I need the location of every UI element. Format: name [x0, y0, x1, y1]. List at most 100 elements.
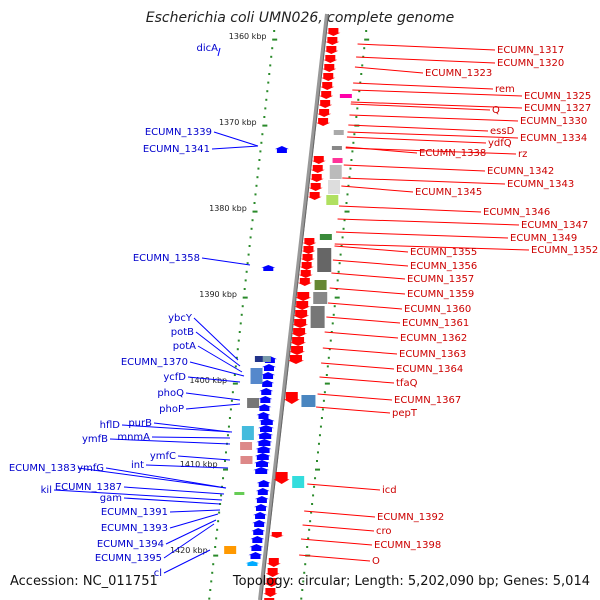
leader-line-plus: [329, 287, 406, 295]
tick-mark: [364, 38, 370, 41]
gene-label-plus: icd: [382, 485, 397, 496]
plus-strand-gene: [294, 301, 311, 310]
minus-strand-gene: [274, 146, 289, 153]
tick-mark: [308, 528, 311, 531]
gene-label-minus: dicA: [197, 43, 219, 54]
plus-strand-gene: [298, 270, 313, 278]
tick-mark: [217, 520, 220, 523]
tick-mark: [333, 305, 336, 308]
tick-mark: [246, 262, 249, 265]
tick-mark: [253, 202, 256, 204]
kbp-label: 1390 kbp: [199, 290, 237, 299]
plus-strand-gene: [307, 192, 322, 200]
tick-mark: [272, 38, 278, 41]
kbp-label: 1380 kbp: [209, 204, 247, 213]
gene-label-plus: ECUMN_1361: [402, 318, 469, 329]
leader-line-minus: [187, 376, 241, 383]
tick-mark: [208, 597, 211, 600]
leader-line-minus: [169, 513, 219, 529]
minus-strand-gene: [257, 432, 274, 439]
leader-line-minus: [53, 489, 223, 501]
gene-label-minus: phoQ: [157, 388, 184, 399]
tick-mark: [300, 597, 303, 600]
leader-line-minus: [145, 464, 229, 469]
plus-strand-block: [326, 195, 339, 205]
tick-mark: [352, 141, 355, 144]
gene-label-plus: pepT: [392, 408, 418, 419]
tick-mark: [304, 563, 307, 566]
tick-mark: [231, 391, 234, 394]
leader-line-plus: [339, 205, 482, 213]
tick-mark: [210, 580, 213, 583]
gene-label-minus: ECUMN_1393: [101, 523, 168, 534]
gene-label-plus: ECUMN_1330: [520, 116, 587, 127]
gene-label-minus: kil: [41, 485, 52, 496]
plus-strand-block: [332, 158, 343, 163]
minus-strand-block: [234, 492, 245, 495]
gene-label-plus: ECUMN_1342: [487, 166, 554, 177]
tick-mark: [318, 434, 321, 437]
tick-mark: [344, 210, 350, 213]
gene-label-minus: mnmA: [117, 432, 150, 443]
tick-mark: [314, 477, 317, 480]
leader-line-plus: [343, 164, 486, 172]
plus-strand-block: [314, 280, 327, 290]
minus-strand-gene: [256, 439, 273, 446]
plus-strand-gene: [319, 91, 334, 99]
plus-strand-block: [328, 180, 341, 194]
plus-strand-gene: [321, 73, 336, 81]
gene-label-plus: O: [372, 556, 380, 567]
leader-line-plus: [326, 316, 401, 324]
tick-mark: [250, 227, 253, 230]
gene-label-minus: purB: [128, 418, 152, 429]
plus-strand-gene: [318, 100, 333, 108]
tick-mark: [261, 133, 264, 136]
gene-label-minus: ECUMN_1391: [101, 507, 168, 518]
tick-mark: [228, 417, 231, 419]
gene-label-minus: ECUMN_1394: [97, 539, 164, 550]
tick-mark: [213, 554, 219, 557]
tick-mark: [241, 305, 244, 308]
tick-mark: [266, 90, 269, 93]
gene-label-plus: ECUMN_1392: [377, 512, 444, 523]
tick-mark: [324, 382, 330, 385]
tick-mark: [347, 184, 350, 187]
plus-strand-block: [301, 395, 316, 407]
plus-strand-gene: [308, 183, 323, 191]
tick-mark: [260, 141, 263, 144]
leader-line-plus: [332, 259, 409, 267]
tick-mark: [350, 159, 353, 161]
leader-line-minus: [211, 145, 259, 150]
gene-label-minus: potA: [173, 341, 196, 352]
plus-strand-gene: [325, 37, 340, 45]
leader-line-minus: [165, 519, 217, 545]
tick-mark: [351, 150, 354, 153]
gene-label-plus: ECUMN_1398: [374, 540, 441, 551]
minus-strand-block: [247, 398, 260, 408]
tick-mark: [329, 339, 332, 342]
leader-line-plus: [337, 218, 520, 226]
leader-line-plus: [353, 82, 494, 90]
tick-mark: [342, 227, 345, 230]
tick-mark: [243, 288, 246, 290]
leader-line-plus: [322, 347, 398, 355]
tick-mark: [307, 537, 310, 540]
minus-strand-gene: [251, 528, 266, 535]
leader-line-minus: [177, 455, 231, 461]
tick-mark: [237, 339, 240, 342]
plus-strand-gene: [292, 319, 309, 328]
leader-line-plus: [317, 393, 393, 401]
gene-label-minus: potB: [171, 327, 194, 338]
leader-line-minus: [109, 438, 231, 445]
tick-mark: [245, 270, 248, 273]
minus-strand-gene: [255, 446, 272, 453]
plus-strand-gene: [316, 118, 331, 126]
tick-mark: [343, 219, 346, 222]
gene-label-plus: ECUMN_1325: [524, 91, 591, 102]
minus-strand-gene: [245, 561, 260, 566]
minus-strand-block: [224, 546, 237, 554]
kbp-label: 1370 kbp: [219, 118, 257, 127]
tick-mark: [264, 107, 267, 110]
gene-features: [224, 28, 352, 600]
plus-strand-gene: [263, 588, 278, 597]
